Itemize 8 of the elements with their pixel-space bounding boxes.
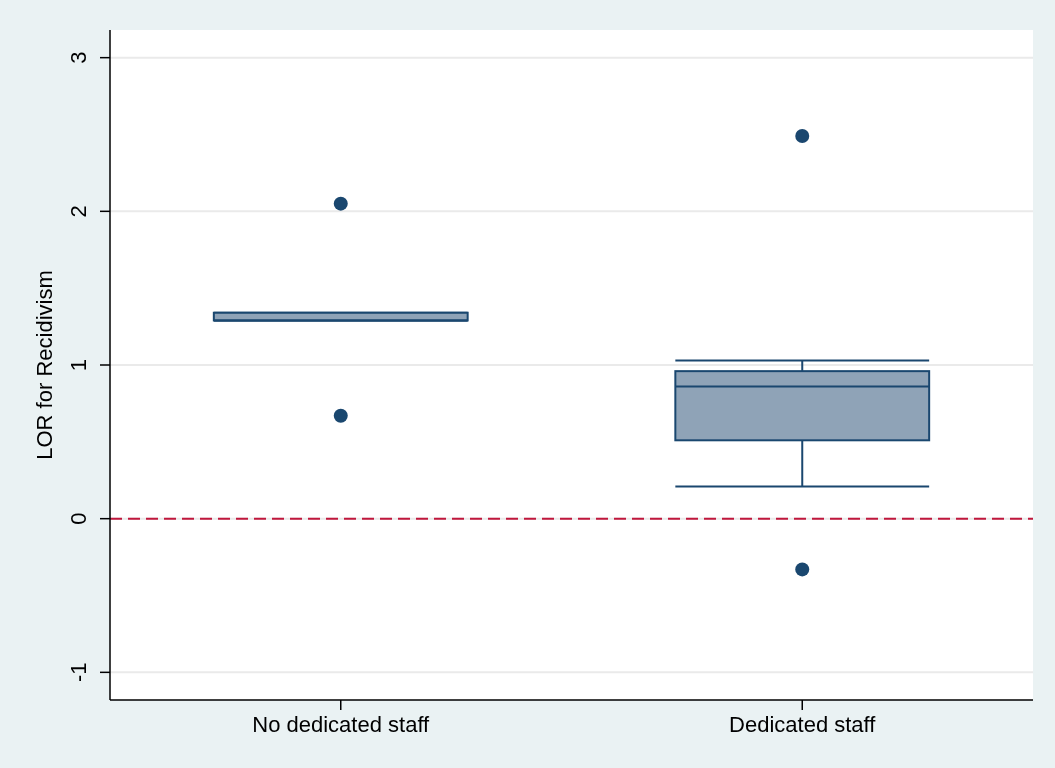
y-tick-label: 3 [66, 51, 91, 64]
x-tick-label: Dedicated staff [729, 712, 877, 737]
y-axis-title: LOR for Recidivism [32, 270, 57, 460]
y-tick-label: -1 [66, 662, 91, 683]
x-tick-label: No dedicated staff [252, 712, 431, 737]
y-tick-label: 1 [66, 358, 91, 372]
y-tick-label: 2 [66, 205, 91, 218]
y-tick-label: 0 [66, 512, 91, 525]
